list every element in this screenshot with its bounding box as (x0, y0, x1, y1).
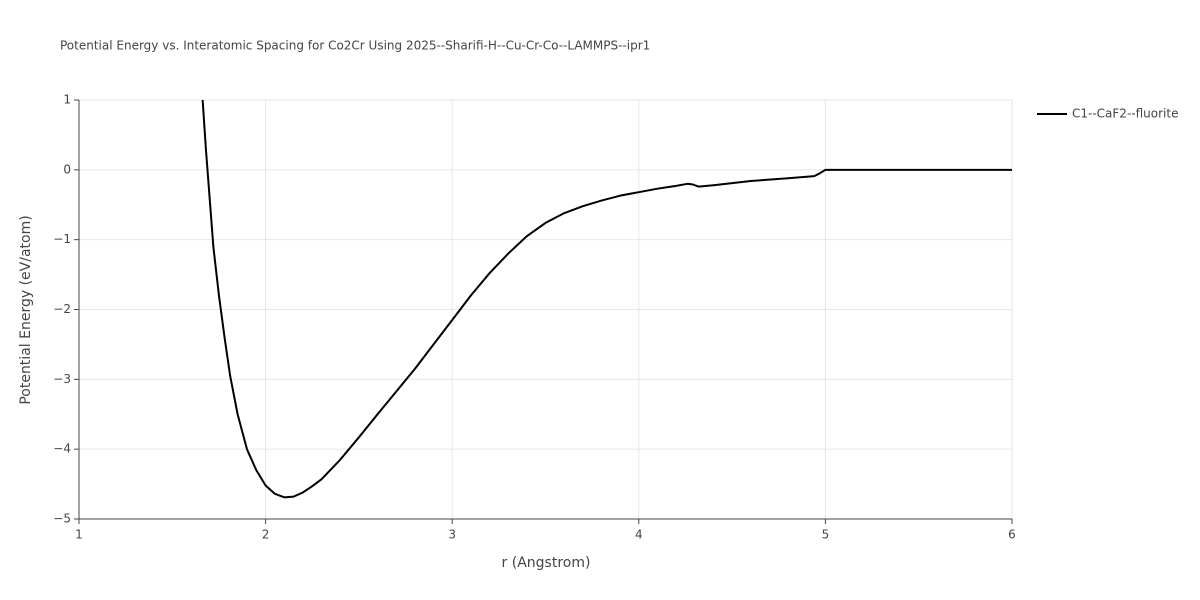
legend-label: C1--CaF2--fluorite (1072, 107, 1178, 121)
x-axis-title: r (Angstrom) (502, 555, 591, 571)
chart-title: Potential Energy vs. Interatomic Spacing… (60, 39, 650, 53)
x-tick-label: 6 (1008, 528, 1016, 542)
y-tick-label: −3 (53, 372, 71, 386)
grid (79, 99, 1013, 519)
x-tick-label: 2 (262, 528, 270, 542)
x-tick-label: 3 (448, 528, 456, 542)
line-series (201, 100, 1012, 499)
x-tick-label: 1 (75, 528, 83, 542)
y-tick-label: −2 (53, 302, 71, 316)
y-tick-label: 1 (63, 93, 71, 107)
y-tick-label: −4 (53, 442, 71, 456)
y-axis-title: Potential Energy (eV/atom) (18, 215, 34, 404)
plot-area (201, 100, 1012, 499)
y-tick-label: −1 (53, 232, 71, 246)
x-tick-label: 4 (635, 528, 643, 542)
y-tick-label: 0 (63, 162, 71, 176)
x-tick-label: 5 (822, 528, 830, 542)
y-tick-label: −5 (53, 512, 71, 526)
